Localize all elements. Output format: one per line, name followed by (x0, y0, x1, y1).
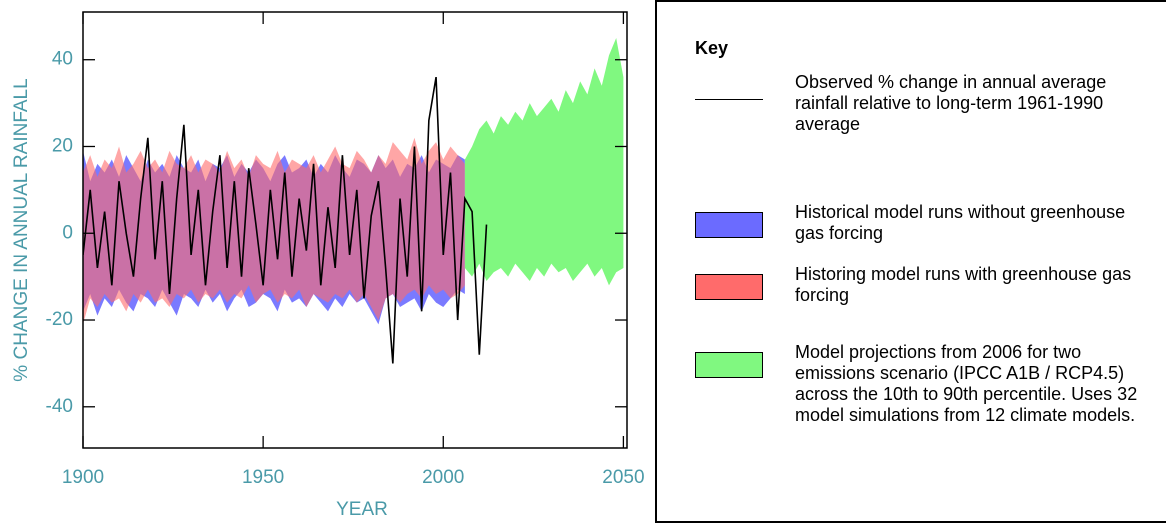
y-tick-label: 40 (52, 49, 73, 70)
x-tick-label: 1950 (242, 467, 284, 488)
legend: Key Observed % change in annual average … (655, 0, 1166, 523)
x-tick-label: 1900 (62, 467, 104, 488)
chart: YEAR % CHANGE IN ANNUAL RAINFALL -40 -20 0… (11, 11, 645, 520)
band (464, 38, 624, 286)
y-tick-label: 20 (52, 136, 73, 157)
legend-title: Key (695, 38, 729, 58)
line (83, 76, 488, 364)
plot-frame (82, 11, 628, 449)
legend-swatch (695, 212, 763, 238)
legend-label: Observed % change in annual average rain… (795, 72, 1107, 134)
legend-label: Model projections from 2006 for two emis… (795, 342, 1138, 425)
y-tick-label: -20 (46, 309, 73, 330)
x-tick-label: 2050 (602, 467, 644, 488)
y-tick-label: 0 (62, 222, 73, 243)
legend-label: Historical model runs without greenhouse… (795, 202, 1126, 243)
y-axis-label: % CHANGE IN ANNUAL RAINFALL (11, 78, 32, 381)
x-axis-label: YEAR (336, 499, 388, 520)
x-tick-label: 2000 (422, 467, 464, 488)
legend-swatch (695, 274, 763, 300)
legend-swatch (695, 352, 763, 378)
legend-line (695, 99, 763, 100)
y-tick-label: -40 (46, 396, 73, 417)
legend-label: Historing model runs with greenhouse gas… (795, 264, 1132, 305)
